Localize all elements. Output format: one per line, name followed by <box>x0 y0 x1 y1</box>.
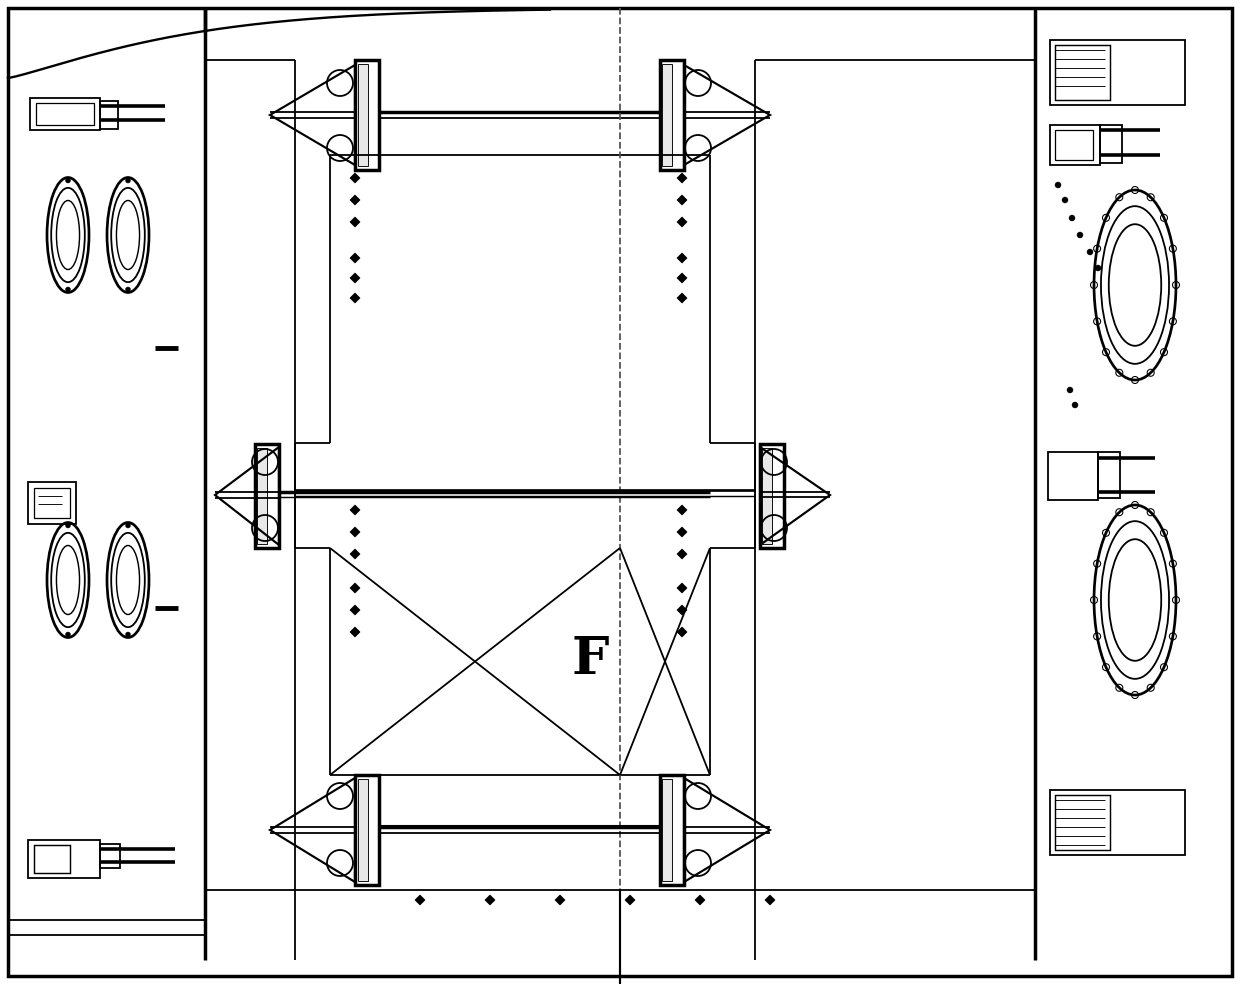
Bar <box>1097 452 1120 498</box>
Polygon shape <box>556 895 565 905</box>
Circle shape <box>1078 232 1083 238</box>
Polygon shape <box>350 173 360 183</box>
Circle shape <box>125 178 130 183</box>
Polygon shape <box>350 293 360 303</box>
Bar <box>763 448 773 544</box>
Polygon shape <box>677 195 687 205</box>
Bar <box>660 775 684 885</box>
Polygon shape <box>485 895 495 905</box>
Circle shape <box>1066 387 1073 393</box>
Polygon shape <box>350 273 360 283</box>
Polygon shape <box>350 605 360 615</box>
Polygon shape <box>677 273 687 283</box>
Circle shape <box>125 287 130 292</box>
Bar <box>29 482 76 524</box>
Bar <box>36 103 94 125</box>
Bar <box>355 775 379 885</box>
Circle shape <box>1087 249 1092 255</box>
Bar <box>662 64 672 166</box>
Bar <box>257 448 267 544</box>
Polygon shape <box>350 217 360 227</box>
Circle shape <box>1069 215 1075 221</box>
Bar <box>33 488 69 518</box>
Polygon shape <box>350 195 360 205</box>
Bar <box>355 60 379 170</box>
Bar <box>30 98 100 130</box>
Polygon shape <box>677 217 687 227</box>
Bar <box>358 779 368 881</box>
Circle shape <box>125 632 130 637</box>
Polygon shape <box>677 505 687 515</box>
Polygon shape <box>350 527 360 537</box>
Polygon shape <box>677 173 687 183</box>
Bar <box>1055 45 1110 100</box>
Polygon shape <box>677 527 687 537</box>
Bar <box>100 101 118 129</box>
Polygon shape <box>694 895 706 905</box>
Circle shape <box>1061 197 1068 203</box>
Bar <box>1050 125 1100 165</box>
Bar <box>760 444 784 548</box>
Polygon shape <box>677 583 687 593</box>
Bar <box>1055 795 1110 850</box>
Polygon shape <box>350 505 360 515</box>
Polygon shape <box>350 583 360 593</box>
Polygon shape <box>677 627 687 637</box>
Text: F: F <box>572 635 609 686</box>
Bar <box>662 779 672 881</box>
Circle shape <box>66 523 71 528</box>
Circle shape <box>1073 402 1078 408</box>
Bar <box>1048 452 1097 500</box>
Polygon shape <box>677 293 687 303</box>
Polygon shape <box>350 627 360 637</box>
Circle shape <box>66 178 71 183</box>
Bar <box>29 840 100 878</box>
Polygon shape <box>677 605 687 615</box>
Circle shape <box>66 632 71 637</box>
Polygon shape <box>677 253 687 263</box>
Bar <box>1050 790 1185 855</box>
Bar <box>358 64 368 166</box>
Bar <box>100 844 120 868</box>
Polygon shape <box>415 895 425 905</box>
Circle shape <box>125 523 130 528</box>
Bar <box>255 444 279 548</box>
Polygon shape <box>350 253 360 263</box>
Bar <box>1055 130 1092 160</box>
Bar <box>1100 125 1122 163</box>
Polygon shape <box>677 549 687 559</box>
Circle shape <box>1095 265 1101 271</box>
Circle shape <box>1055 182 1061 188</box>
Bar <box>33 845 69 873</box>
Polygon shape <box>765 895 775 905</box>
Bar <box>1050 40 1185 105</box>
Bar <box>660 60 684 170</box>
Polygon shape <box>350 549 360 559</box>
Polygon shape <box>625 895 635 905</box>
Circle shape <box>66 287 71 292</box>
